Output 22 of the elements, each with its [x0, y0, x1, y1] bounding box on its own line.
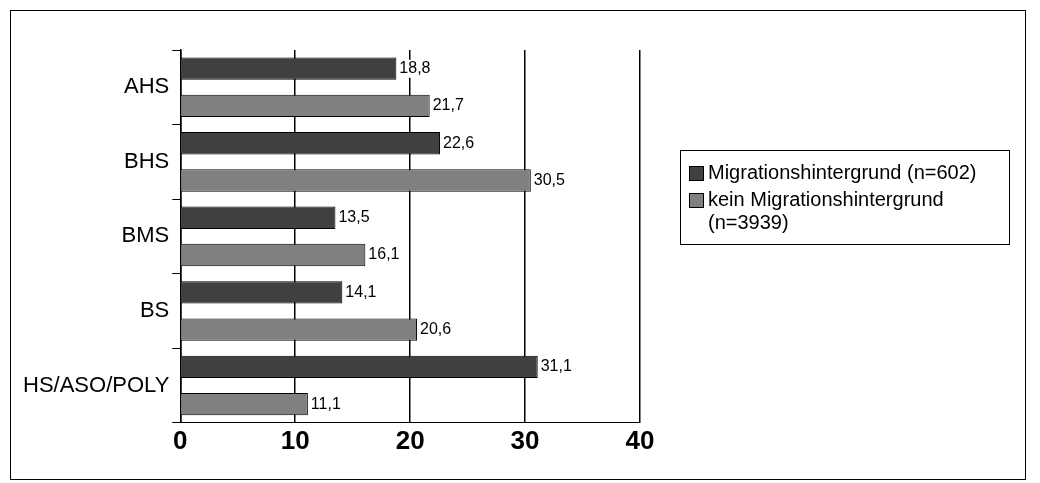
y-tick-label: AHS [124, 73, 170, 99]
data-label: 20,6 [420, 320, 452, 338]
y-tick-label: BS [139, 297, 170, 323]
data-label: 14,1 [345, 282, 377, 300]
legend-label: Migrationshintergrund (n=602) [708, 161, 977, 184]
x-tick-label: 0 [173, 424, 188, 455]
data-label: 18,8 [399, 59, 431, 77]
legend-label: kein Migrationshintergrund (n=3939) [708, 188, 945, 234]
x-tick-label: 10 [280, 424, 310, 455]
y-tick-label: HS/ASO/POLY [23, 371, 170, 397]
x-tick-label: 20 [395, 424, 425, 455]
data-label: 21,7 [432, 96, 464, 114]
y-tick-label: BHS [124, 147, 170, 173]
x-tick-label: 40 [625, 424, 655, 455]
data-label: 30,5 [533, 170, 566, 188]
x-tick-label: 30 [510, 424, 540, 455]
data-label: 16,1 [368, 245, 400, 263]
y-tick-label: BMS [121, 222, 170, 248]
data-label: 13,5 [338, 208, 370, 226]
data-label: 31,1 [540, 357, 572, 375]
data-label: 11,1 [310, 394, 341, 412]
data-label: 22,6 [443, 133, 475, 151]
